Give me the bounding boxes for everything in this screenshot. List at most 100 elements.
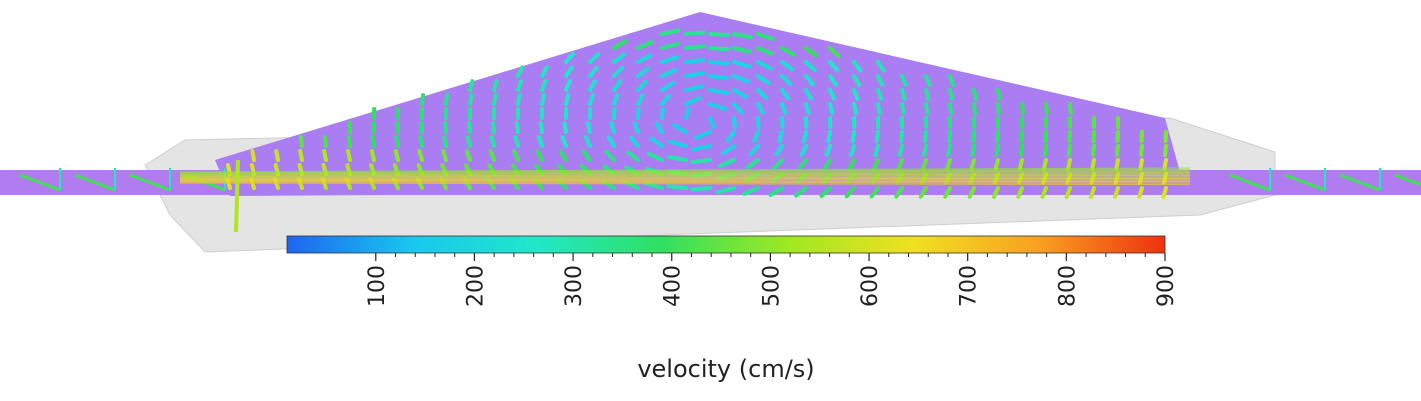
flow-arrow bbox=[948, 88, 955, 101]
flow-arrow bbox=[991, 186, 1000, 199]
flow-arrow bbox=[708, 102, 728, 111]
flow-arrow bbox=[869, 186, 880, 199]
flow-arrow bbox=[721, 144, 736, 156]
flow-arrow bbox=[1162, 144, 1168, 157]
flow-arrow bbox=[900, 88, 907, 101]
flow-arrow bbox=[298, 135, 304, 148]
flow-arrow bbox=[417, 149, 424, 162]
tick-label: 700 bbox=[957, 265, 982, 307]
flow-arrow bbox=[465, 135, 472, 148]
flow-arrow bbox=[970, 144, 976, 157]
flow-arrow bbox=[586, 121, 592, 134]
flow-arrow bbox=[801, 130, 808, 143]
flow-arrow bbox=[512, 149, 520, 162]
flow-arrow bbox=[467, 121, 472, 134]
flow-arrow bbox=[994, 144, 1000, 157]
flow-arrow bbox=[1339, 173, 1381, 192]
flow-arrow bbox=[516, 65, 525, 78]
flow-arrow bbox=[1044, 102, 1049, 115]
flow-arrow bbox=[780, 60, 795, 72]
flow-arrow bbox=[804, 102, 811, 115]
flow-arrow bbox=[540, 65, 549, 78]
flow-arrow bbox=[560, 135, 568, 148]
flow-arrow bbox=[732, 102, 744, 115]
flow-arrow bbox=[876, 102, 882, 115]
flow-arrow bbox=[179, 171, 1191, 176]
flow-arrow bbox=[708, 116, 716, 129]
flow-arrow bbox=[732, 32, 753, 40]
flow-arrow bbox=[876, 88, 883, 101]
flow-arrow bbox=[828, 60, 840, 73]
flow-arrow bbox=[967, 186, 976, 199]
flow-arrow bbox=[1138, 144, 1144, 157]
flow-arrow bbox=[852, 60, 863, 73]
flow-arrow bbox=[847, 158, 856, 171]
flow-arrow bbox=[612, 93, 620, 106]
flow-arrow bbox=[745, 158, 760, 170]
flow-arrow bbox=[1394, 173, 1421, 187]
flow-arrow bbox=[629, 135, 640, 148]
flow-arrow bbox=[1041, 158, 1048, 171]
flow-arrow bbox=[581, 149, 592, 162]
flow-arrow bbox=[588, 65, 599, 78]
flow-arrow bbox=[649, 136, 664, 148]
flow-arrow bbox=[468, 93, 474, 106]
flow-arrow bbox=[708, 32, 730, 38]
flow-arrow bbox=[684, 71, 706, 78]
flow-arrow bbox=[852, 88, 860, 101]
tick-label: 400 bbox=[661, 265, 686, 307]
tick-label: 200 bbox=[463, 265, 488, 307]
colorbar-ramp bbox=[286, 235, 1166, 254]
flow-arrow bbox=[489, 135, 496, 148]
flow-arrow bbox=[179, 176, 1191, 179]
flow-arrow bbox=[898, 130, 904, 143]
flow-arrow bbox=[668, 139, 688, 148]
flow-arrow bbox=[1043, 130, 1048, 143]
flow-arrow bbox=[690, 186, 712, 192]
flow-arrow bbox=[1229, 173, 1271, 192]
flow-arrow bbox=[849, 144, 856, 157]
flow-arrow bbox=[822, 158, 832, 171]
flow-arrow bbox=[1088, 186, 1096, 199]
flow-arrows bbox=[19, 28, 1421, 233]
flow-arrow bbox=[873, 144, 880, 157]
flow-arrow bbox=[420, 93, 426, 106]
flow-arrow bbox=[1137, 186, 1144, 199]
deposit-surface bbox=[215, 12, 1185, 196]
flow-arrow bbox=[777, 130, 784, 143]
flow-arrow bbox=[179, 182, 1191, 186]
flow-arrow bbox=[1019, 130, 1024, 143]
flow-arrow bbox=[732, 88, 748, 99]
tick-label: 800 bbox=[1055, 265, 1080, 307]
flow-arrow bbox=[540, 79, 548, 92]
flow-arrow bbox=[726, 130, 736, 143]
flow-arrow bbox=[756, 116, 761, 129]
flow-arrow bbox=[535, 149, 544, 162]
flow-arrow bbox=[179, 167, 1191, 173]
flow-arrow bbox=[748, 144, 760, 157]
flow-arrow bbox=[876, 74, 885, 87]
flow-arrow bbox=[583, 135, 592, 148]
flow-arrow bbox=[921, 144, 928, 157]
flow-arrow bbox=[995, 130, 1000, 143]
flow-arrow bbox=[588, 52, 601, 64]
flow-arrow bbox=[828, 46, 841, 58]
flow-arrow bbox=[945, 158, 952, 171]
flow-arrow bbox=[993, 158, 1000, 171]
flow-arrow bbox=[804, 60, 817, 72]
flow-arrow bbox=[179, 170, 1191, 175]
flow-arrow bbox=[654, 121, 664, 134]
flow-arrow bbox=[636, 53, 653, 64]
flow-arrow bbox=[780, 46, 796, 57]
flow-arrow bbox=[393, 149, 400, 162]
flow-arrow bbox=[684, 84, 705, 92]
flow-arrow bbox=[780, 102, 788, 115]
flow-arrow bbox=[844, 186, 856, 199]
flow-arrow bbox=[756, 32, 775, 42]
flow-arrow bbox=[742, 186, 760, 196]
flow-arrow bbox=[694, 130, 712, 140]
flow-arrow bbox=[443, 121, 448, 134]
flow-arrow bbox=[872, 158, 880, 171]
flow-arrow bbox=[799, 144, 808, 157]
flow-arrow bbox=[540, 93, 546, 106]
